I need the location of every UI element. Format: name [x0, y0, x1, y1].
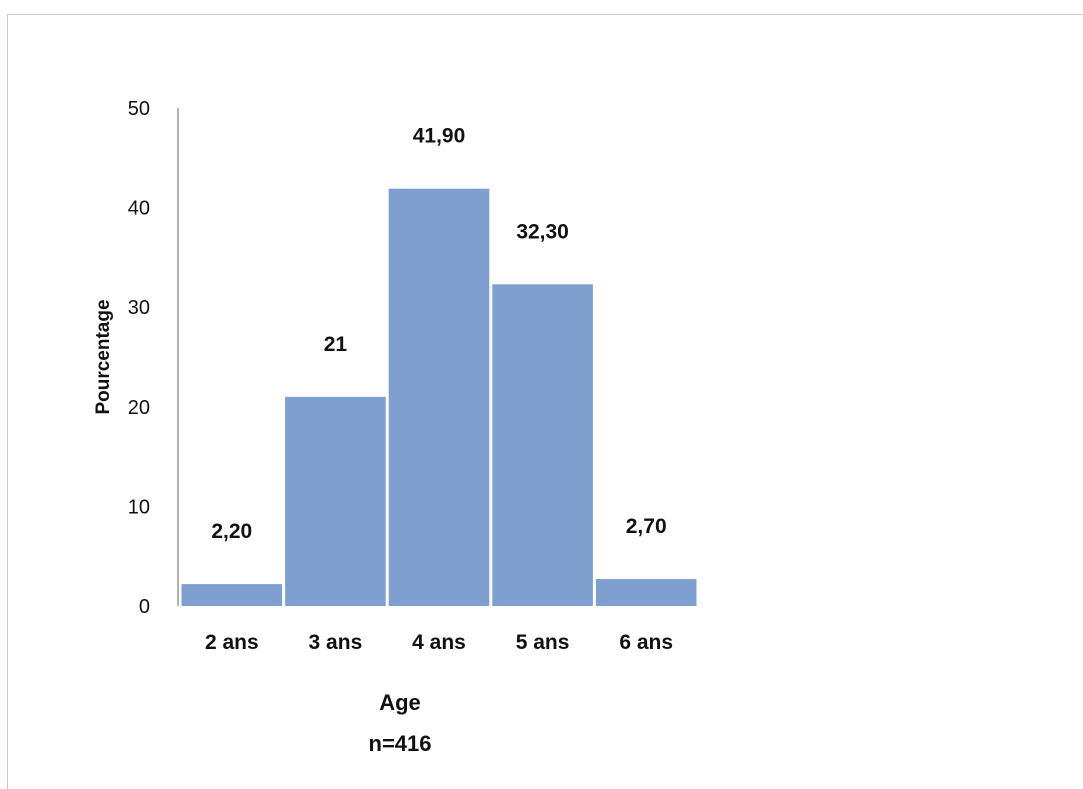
x-tick-label: 3 ans [309, 631, 363, 654]
x-tick-labels: 2 ans 3 ans 4 ans 5 ans 6 ans [205, 631, 673, 654]
bar [492, 284, 593, 606]
bar [388, 188, 490, 606]
data-labels: 2,20 21 41,90 32,30 2,70 [211, 125, 666, 543]
x-axis-subtitle: n=416 [369, 731, 432, 756]
y-tick-label: 0 [139, 596, 150, 618]
x-tick-label: 5 ans [516, 631, 570, 654]
y-tick-label: 50 [128, 98, 150, 120]
data-label: 2,20 [211, 520, 252, 543]
y-tick-labels: 0 10 20 30 40 50 [128, 98, 150, 618]
y-tick-label: 20 [128, 397, 150, 419]
y-axis-title: Pourcentage [93, 299, 114, 414]
x-tick-label: 4 ans [412, 631, 466, 654]
x-tick-label: 2 ans [205, 631, 259, 654]
data-label: 32,30 [516, 220, 569, 243]
bar [595, 579, 697, 606]
data-label: 41,90 [413, 125, 466, 148]
data-label: 2,70 [626, 515, 667, 538]
bar [285, 396, 386, 606]
data-label: 21 [324, 333, 348, 356]
bar [181, 584, 283, 606]
bars [181, 188, 697, 606]
chart-frame [7, 14, 1083, 789]
x-axis-title: Age [379, 690, 421, 715]
y-tick-label: 10 [128, 496, 150, 518]
y-tick-label: 30 [128, 297, 150, 319]
y-tick-label: 40 [128, 198, 150, 220]
x-tick-label: 6 ans [619, 631, 673, 654]
